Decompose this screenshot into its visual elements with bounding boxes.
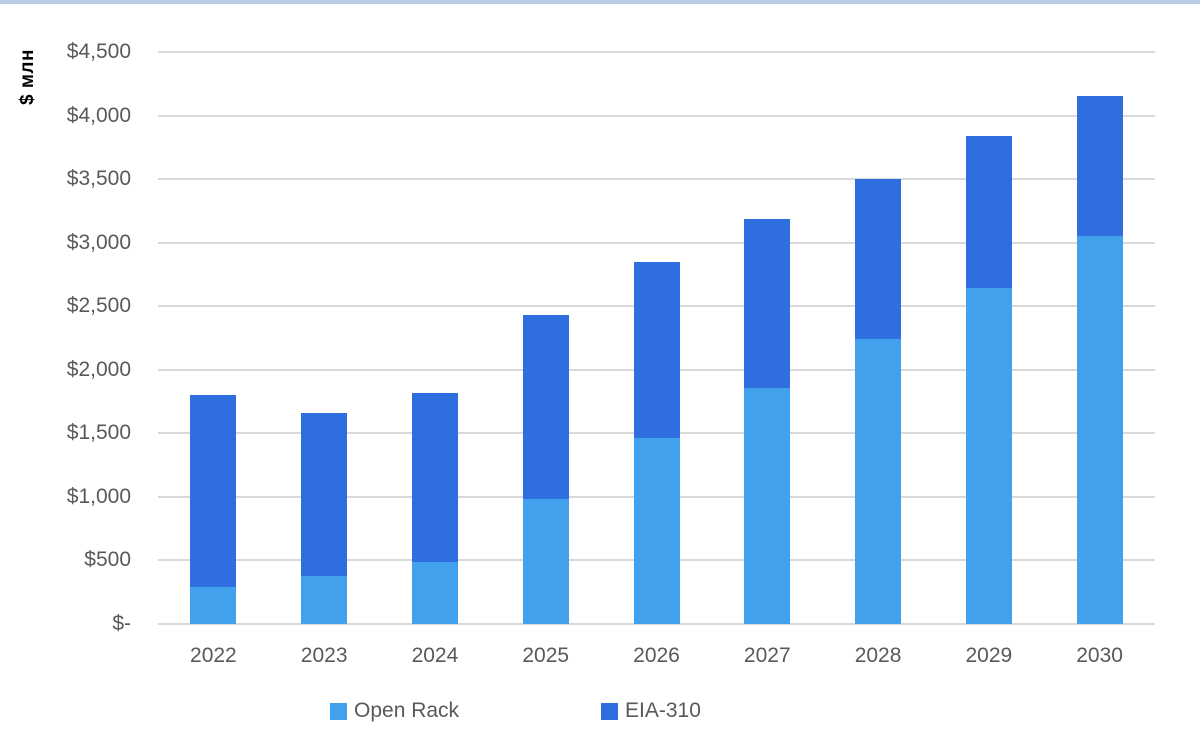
bar-2029-open-rack (965, 288, 1012, 624)
bar-2024-eia-310 (411, 392, 458, 562)
bar-2027-open-rack (744, 387, 791, 624)
bar-2030-eia-310 (1076, 96, 1123, 237)
bar-2025-eia-310 (522, 315, 569, 500)
bar-2022-eia-310 (190, 395, 237, 588)
x-axis-tick-label: 2026 (633, 644, 680, 667)
y-axis-tick-label: $4,500 (66, 40, 131, 63)
x-axis-tick-label: 2027 (743, 644, 791, 667)
x-axis-tick-label: 2029 (965, 644, 1013, 667)
gridline (158, 51, 1155, 53)
bar-2026-open-rack (633, 438, 680, 624)
bar-2029-eia-310 (965, 135, 1012, 289)
y-axis-tick-label: $1,500 (66, 421, 131, 445)
bar-2028-eia-310 (855, 179, 902, 340)
y-axis-tick-label: $3,500 (66, 167, 131, 191)
bar-2025-open-rack (522, 499, 569, 624)
window-top-border (0, 0, 1200, 4)
bar-2023-eia-310 (301, 412, 348, 576)
y-axis-tick-label: $2,000 (66, 357, 131, 381)
y-axis-tick-label: $4,000 (66, 103, 131, 127)
y-axis-tick-label: $2,500 (66, 294, 131, 318)
y-axis-tick-label: $500 (84, 548, 131, 572)
bar-2026-eia-310 (633, 261, 680, 439)
x-axis-tick-label: 2024 (411, 644, 459, 667)
legend-item-eia-310: EIA-310 (601, 699, 701, 723)
gridline (158, 241, 1155, 244)
legend-item-open-rack: Open Rack (330, 699, 459, 723)
x-axis-tick-label: 2030 (1076, 644, 1123, 667)
x-axis-tick-label: 2023 (300, 644, 348, 667)
bar-2030-open-rack (1076, 236, 1123, 624)
bar-2022-open-rack (190, 587, 237, 624)
legend-label-open-rack: Open Rack (354, 699, 460, 722)
open-rack-swatch-icon (330, 702, 347, 720)
gridline (158, 178, 1155, 181)
bar-2028-open-rack (855, 339, 902, 624)
x-axis-tick-label: 2028 (854, 644, 902, 667)
eia-310-swatch-icon (601, 702, 618, 720)
gridline (158, 114, 1155, 117)
gridline (158, 623, 1155, 625)
y-axis-tick-label: $1,000 (66, 484, 131, 508)
y-axis-tick-label: $3,000 (66, 230, 131, 254)
x-axis-tick-label: 2022 (190, 644, 237, 667)
bar-2024-open-rack (411, 561, 458, 624)
legend-label-eia-310: EIA-310 (625, 699, 701, 722)
bar-2023-open-rack (301, 575, 348, 624)
y-axis-tick-label: $- (112, 612, 131, 635)
chart-legend: Open Rack EIA-310 (0, 699, 1200, 725)
x-axis-tick-label: 2025 (522, 644, 570, 667)
bar-2027-eia-310 (744, 218, 791, 388)
